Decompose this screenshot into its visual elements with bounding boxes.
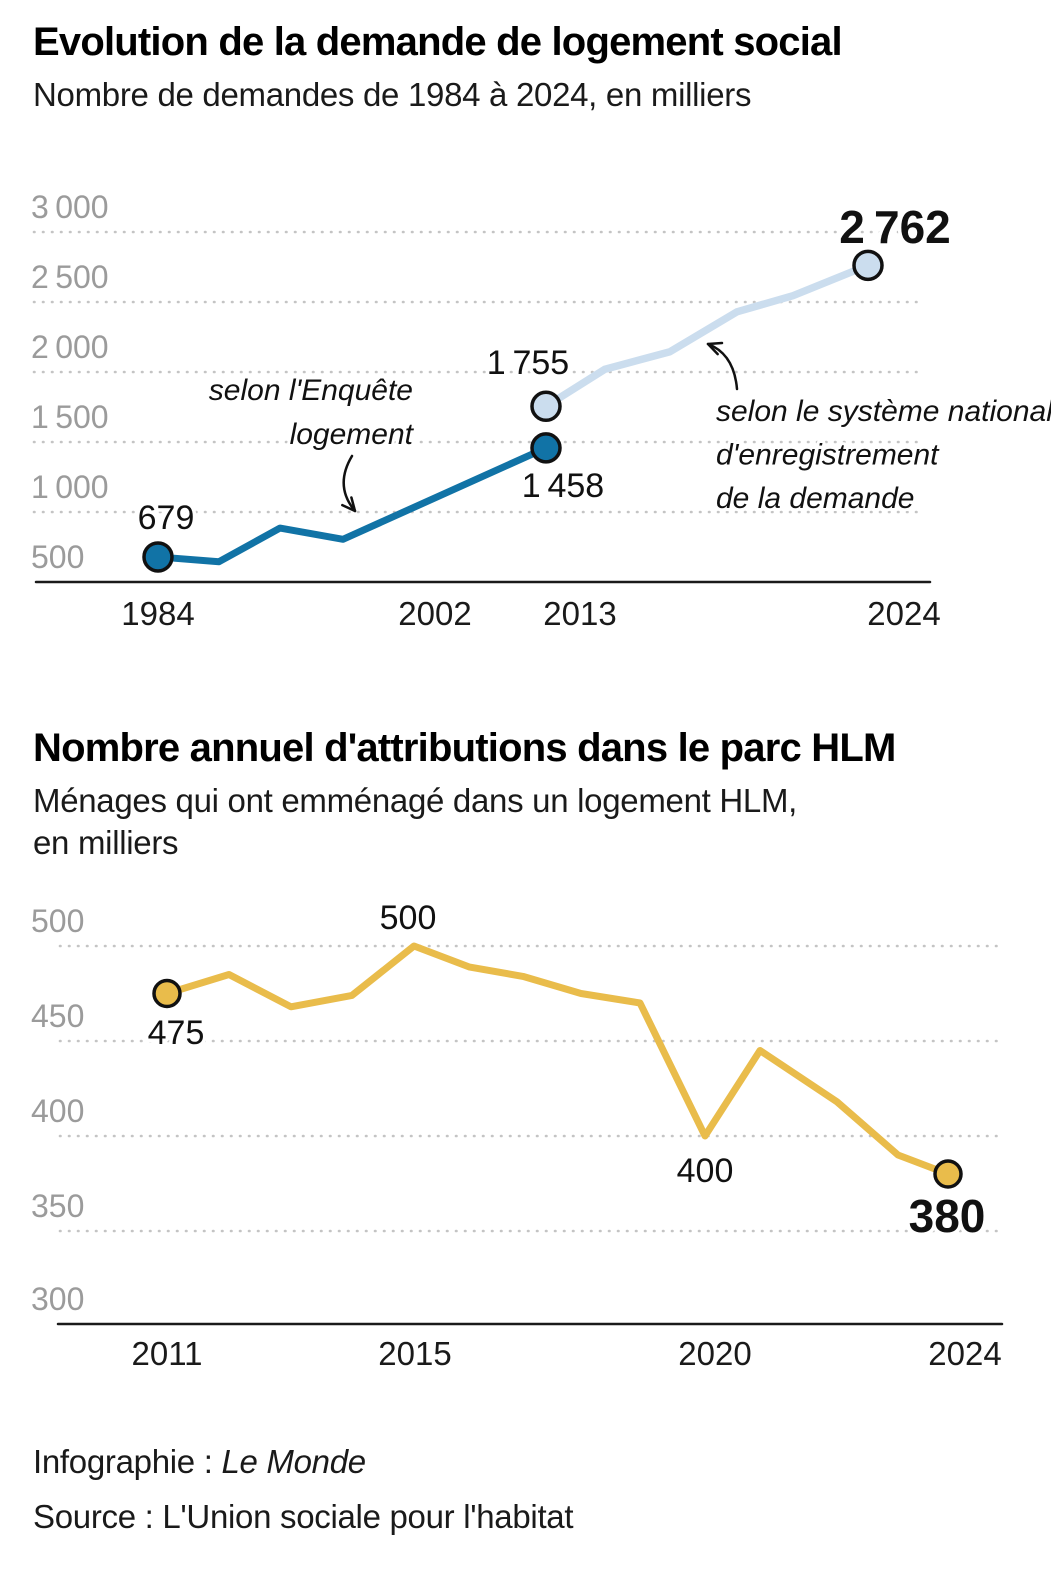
annotation-arrow (342, 454, 357, 513)
y-axis-label: 2 000 (31, 329, 109, 365)
series-line (154, 444, 550, 566)
credit-prefix: Infographie : (33, 1443, 222, 1480)
x-axis-label: 2024 (928, 1335, 1001, 1372)
chart2-subtitle-line2: en milliers (33, 824, 179, 861)
data-label: 1 755 (487, 344, 569, 382)
data-label: 679 (138, 499, 195, 537)
credit-line: Infographie : Le Monde (33, 1443, 366, 1481)
data-label: 400 (677, 1152, 734, 1190)
series-line (542, 261, 872, 411)
y-axis-label: 350 (31, 1188, 84, 1224)
data-point-marker (933, 1159, 963, 1189)
credit-name: Le Monde (221, 1443, 366, 1480)
data-label: 1 458 (522, 467, 604, 505)
x-axis-label: 2013 (543, 595, 616, 632)
y-axis-label: 300 (31, 1281, 84, 1317)
chart1-subtitle: Nombre de demandes de 1984 à 2024, en mi… (33, 76, 752, 113)
y-axis-label: 500 (31, 539, 84, 575)
data-label: 500 (380, 899, 437, 937)
chart1-title: Evolution de la demande de logement soci… (33, 20, 843, 64)
series-line (163, 942, 952, 1178)
x-axis-label: 1984 (121, 595, 194, 632)
data-label: 380 (909, 1190, 986, 1242)
data-label: 475 (148, 1014, 205, 1052)
data-point-marker (142, 541, 174, 573)
source-line: Source : L'Union sociale pour l'habitat (33, 1498, 574, 1535)
annotation-text: selon l'Enquête (209, 374, 413, 407)
y-axis-label: 1 500 (31, 399, 109, 435)
chart2-subtitle-line1: Ménages qui ont emménagé dans un logemen… (33, 782, 798, 819)
data-label: 2 762 (839, 201, 951, 253)
y-axis-label: 500 (31, 903, 84, 939)
annotation-text: de la demande (716, 482, 915, 515)
data-point-marker (852, 249, 884, 282)
annotation-arrow (706, 342, 739, 391)
chart2-title: Nombre annuel d'attributions dans le par… (33, 726, 896, 770)
y-axis-label: 2 500 (31, 259, 109, 295)
y-axis-label: 3 000 (31, 189, 109, 225)
x-axis-label: 2024 (867, 595, 940, 632)
x-axis-label: 2011 (132, 1335, 203, 1372)
x-axis-label: 2020 (678, 1335, 751, 1372)
data-point-marker (530, 390, 562, 423)
y-axis-label: 400 (31, 1093, 84, 1129)
annotation-arrowhead (706, 341, 724, 356)
y-axis-label: 450 (31, 998, 84, 1034)
annotation-text: logement (290, 418, 415, 451)
x-axis-label: 2015 (378, 1335, 451, 1372)
annotation-arrowhead (341, 496, 357, 513)
data-point-marker (530, 432, 562, 464)
y-axis-label: 1 000 (31, 469, 109, 505)
annotation-text: selon le système national (716, 395, 1051, 428)
data-point-marker (152, 978, 182, 1009)
x-axis-label: 2002 (398, 595, 471, 632)
annotation-text: d'enregistrement (716, 439, 940, 472)
chart-attributions-hlm: 500 450 400 350 300 2011 2015 2020 2024 475 500 400… (31, 896, 1007, 1372)
chart-demand-logement-social: 3 000 2 500 2 000 1 500 1 000 500 1984 2002 2013… (31, 189, 1051, 632)
